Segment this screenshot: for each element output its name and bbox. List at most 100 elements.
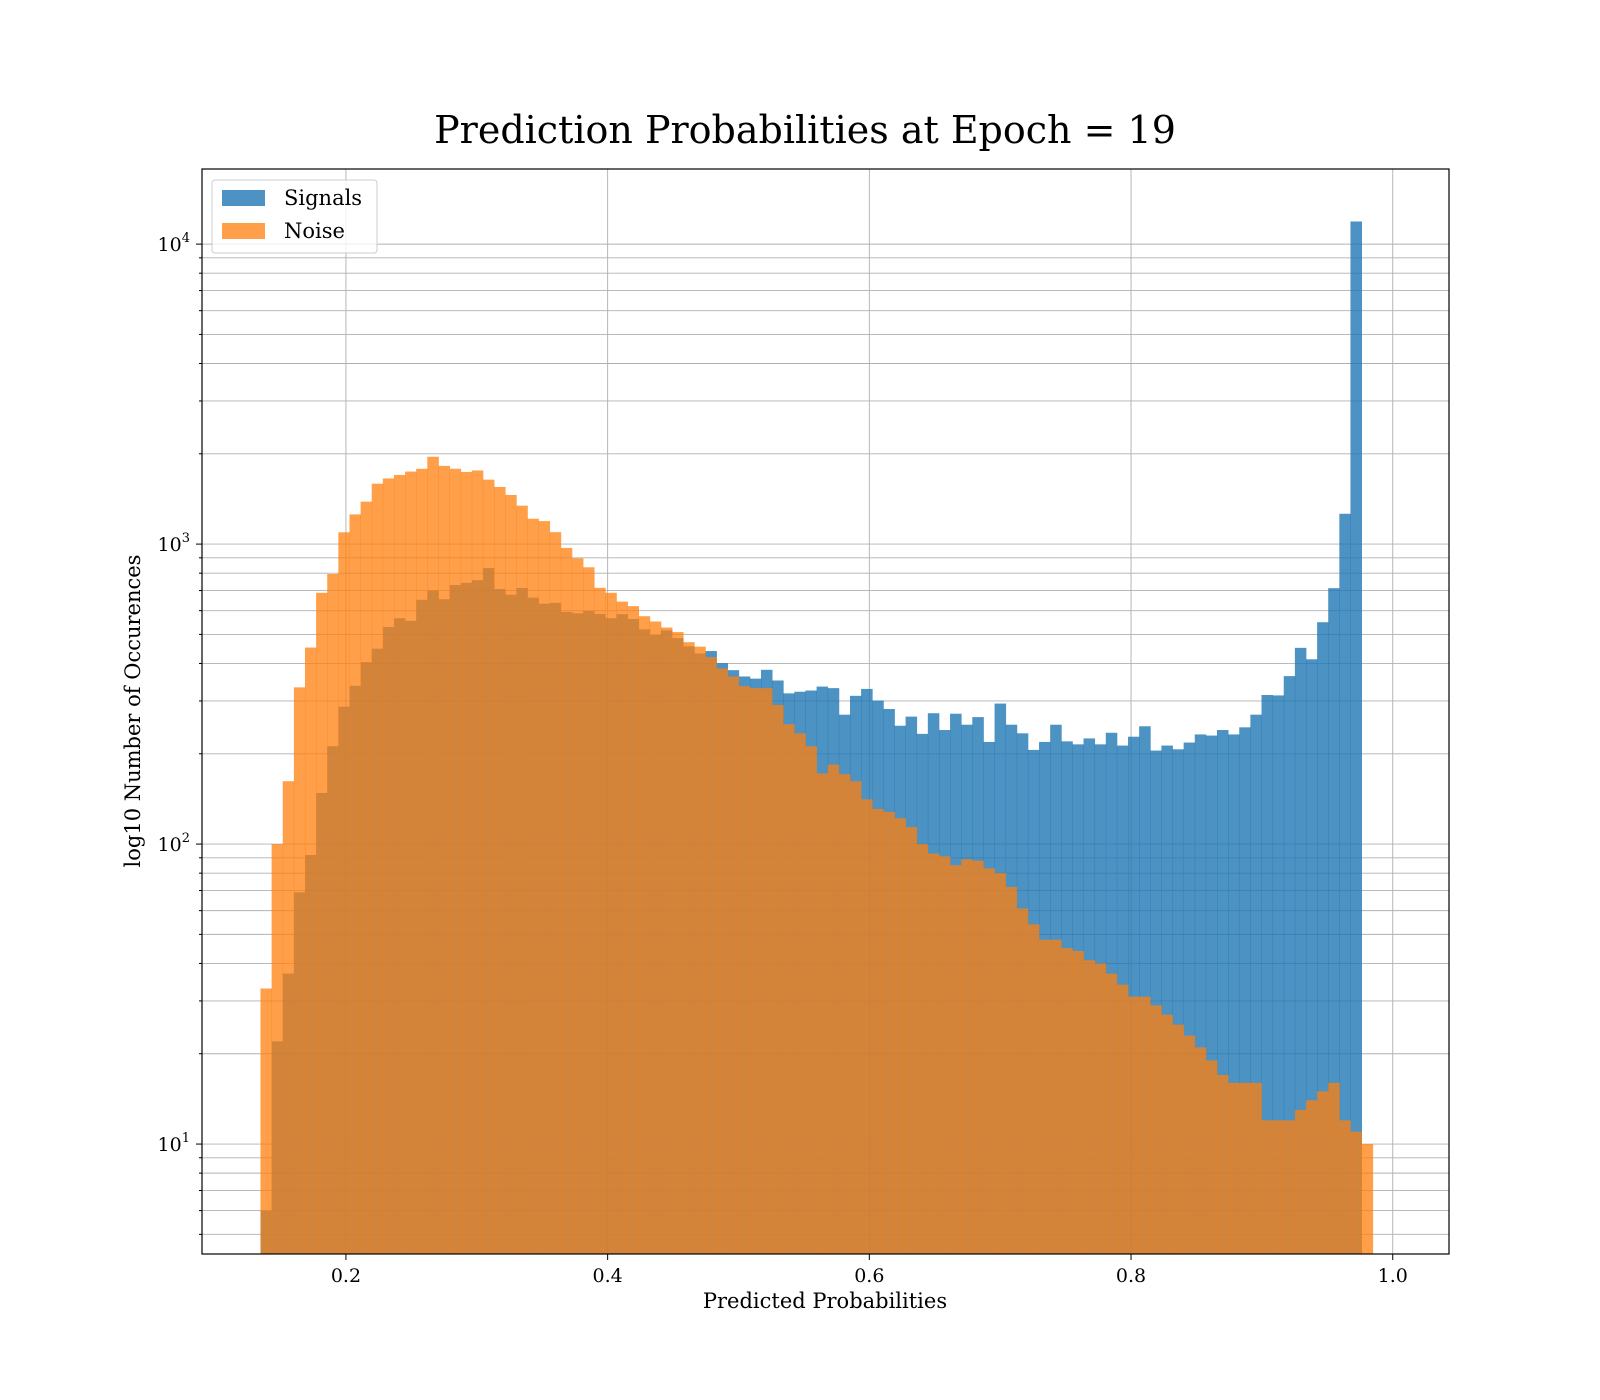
x-tick-label: 0.2 — [331, 1265, 361, 1287]
histogram-bar-noise — [1272, 1120, 1285, 1254]
legend-swatch-noise — [222, 223, 265, 239]
histogram-bar-signals — [1250, 714, 1262, 1254]
histogram-bar-noise — [460, 471, 473, 1254]
histogram-bar-noise — [1105, 973, 1118, 1254]
histogram-bar-noise — [627, 606, 640, 1254]
histogram-bar-noise — [838, 774, 851, 1254]
histogram-bar-noise — [349, 514, 361, 1254]
histogram-bar-signals — [1139, 726, 1151, 1254]
histogram-bar-noise — [605, 592, 617, 1254]
histogram-bar-noise — [438, 465, 450, 1255]
histogram-bar-noise — [849, 781, 862, 1254]
histogram-bar-noise — [1350, 1131, 1362, 1254]
histogram-bar-noise — [983, 868, 995, 1254]
histogram-bar-noise — [271, 844, 284, 1254]
histogram-bar-noise — [560, 547, 573, 1254]
histogram-bar-noise — [872, 808, 884, 1254]
histogram-bar-signals — [1172, 749, 1185, 1254]
histogram-bar-noise — [794, 733, 806, 1254]
histogram-bar-noise — [427, 456, 439, 1255]
histogram-bar-noise — [482, 479, 495, 1254]
histogram-bar-noise — [1205, 1060, 1218, 1254]
histogram-bar-noise — [638, 616, 651, 1254]
histogram-bars — [260, 221, 1374, 1255]
histogram-bar-noise — [950, 865, 962, 1254]
histogram-bar-signals — [1294, 647, 1307, 1254]
histogram-bar-noise — [660, 627, 673, 1254]
histogram-bar-noise — [716, 668, 729, 1254]
histogram-bar-noise — [1339, 1120, 1351, 1254]
histogram-bar-noise — [1305, 1100, 1318, 1254]
histogram-bar-noise — [1050, 939, 1062, 1254]
histogram-bar-noise — [293, 687, 306, 1254]
histogram-bar-noise — [783, 724, 795, 1254]
x-axis-label: Predicted Probabilities — [703, 1289, 947, 1313]
plot-frame — [201, 168, 1450, 1255]
histogram-bar-noise — [471, 470, 484, 1254]
histogram-bar-signals — [1217, 730, 1229, 1254]
histogram-bar-noise — [1261, 1120, 1274, 1254]
histogram-bar-noise — [549, 532, 562, 1254]
histogram-bar-noise — [816, 773, 829, 1254]
histogram-bar-noise — [1283, 1120, 1296, 1254]
histogram-bar-noise — [1061, 948, 1073, 1254]
histogram-bar-noise — [583, 567, 595, 1254]
y-tick-label: 104 — [158, 231, 190, 256]
histogram-bar-signals — [1328, 588, 1340, 1254]
histogram-bar-noise — [972, 860, 984, 1254]
histogram-bar-signals — [1150, 750, 1162, 1254]
histogram-bar-noise — [1194, 1047, 1207, 1254]
histogram-bar-noise — [1016, 908, 1029, 1254]
histogram-bar-noise — [749, 688, 762, 1254]
histogram-bar-noise — [1294, 1109, 1307, 1254]
histogram-bar-noise — [1328, 1082, 1340, 1254]
histogram-bar-noise — [594, 587, 606, 1254]
histogram-bar-signals — [1339, 513, 1351, 1254]
histogram-bar-noise — [916, 844, 929, 1254]
histogram-bar-noise — [738, 686, 751, 1254]
x-tick-label: 1.0 — [1378, 1265, 1408, 1287]
histogram-bar-noise — [338, 532, 350, 1254]
histogram-bar-noise — [527, 518, 539, 1254]
histogram-bar-noise — [1116, 984, 1129, 1254]
histogram-bar-noise — [905, 827, 918, 1254]
histogram-bar-noise — [393, 474, 406, 1254]
histogram-bar-noise — [1128, 996, 1140, 1254]
histogram-bar-noise — [538, 521, 551, 1254]
histogram-bar-noise — [371, 483, 384, 1254]
histogram-bar-noise — [1094, 963, 1107, 1254]
histogram-bar-noise — [760, 688, 773, 1254]
histogram-bar-noise — [827, 764, 840, 1254]
histogram-bar-noise — [494, 487, 506, 1254]
histogram-bar-noise — [360, 501, 373, 1254]
histogram-bar-signals — [1183, 742, 1196, 1254]
y-tick-label: 103 — [158, 531, 190, 556]
histogram-bar-noise — [505, 494, 517, 1255]
histogram-bar-noise — [449, 468, 462, 1255]
y-tick-label: 101 — [158, 1131, 190, 1156]
histogram-bar-noise — [1250, 1082, 1262, 1254]
histogram-bar-noise — [649, 621, 662, 1254]
histogram-bar-signals — [1317, 622, 1329, 1254]
histogram-bar-noise — [705, 657, 717, 1254]
legend: Signals Noise — [211, 179, 378, 254]
histogram-bar-signals — [1205, 735, 1218, 1254]
histogram-bar-noise — [772, 704, 784, 1254]
histogram-bar-signals — [1194, 734, 1207, 1254]
histogram-bar-noise — [861, 799, 873, 1254]
histogram-bar-noise — [416, 468, 428, 1254]
y-axis-label: log10 Number of Occurences — [121, 555, 145, 868]
histogram-bar-noise — [1361, 1144, 1374, 1254]
histogram-bar-signals — [1128, 736, 1140, 1254]
histogram-bar-noise — [883, 811, 895, 1254]
histogram-bar-noise — [571, 558, 584, 1254]
histogram-bar-signals — [1350, 221, 1362, 1255]
histogram-bar-signals — [1161, 745, 1173, 1254]
histogram-bar-noise — [805, 746, 818, 1254]
histogram-bar-noise — [260, 988, 273, 1254]
histogram-bar-noise — [1083, 960, 1096, 1254]
histogram-bar-noise — [516, 505, 528, 1255]
legend-label-noise: Noise — [284, 219, 345, 243]
y-tick-label: 102 — [158, 831, 190, 856]
